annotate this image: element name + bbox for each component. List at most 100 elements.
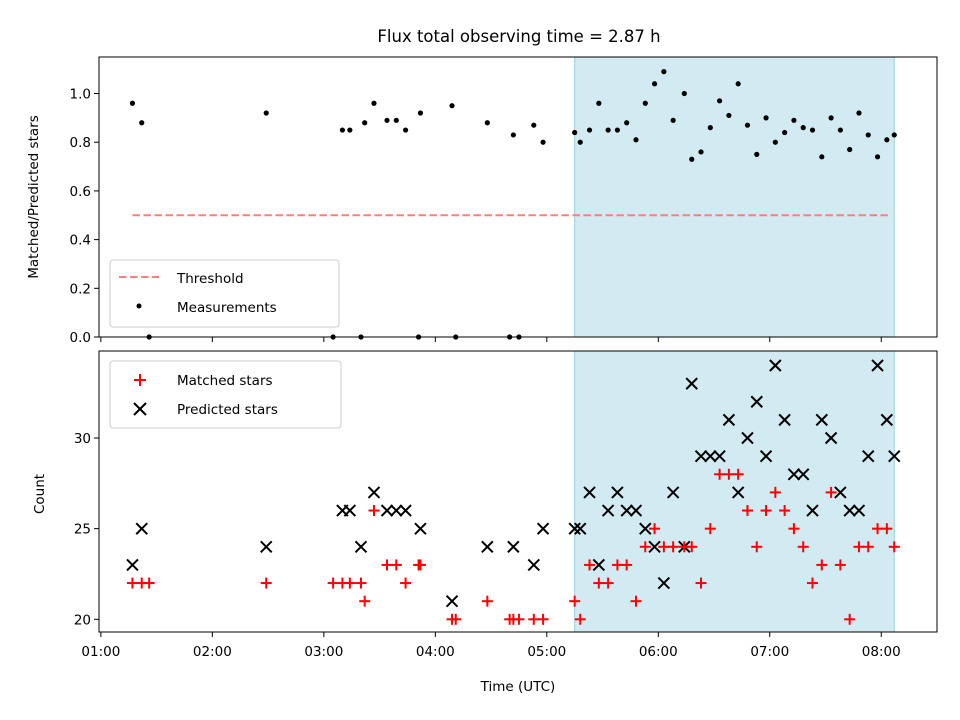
predicted-star-point: [722, 413, 736, 427]
matched-star-point: [359, 595, 371, 607]
measurement-point: [347, 127, 353, 133]
measurement-point: [605, 127, 611, 133]
measurement-point: [772, 139, 778, 145]
matched-star-point: [732, 468, 744, 480]
measurement-point: [717, 98, 723, 104]
x-tick-label: 03:00: [304, 644, 343, 660]
predicted-star-point: [871, 359, 884, 372]
chart-title: Flux total observing time = 2.87 h: [377, 27, 660, 46]
measurement-point: [791, 117, 797, 123]
measurement-point: [393, 117, 399, 123]
matched-star-point: [143, 577, 155, 589]
matched-star-point: [704, 523, 716, 535]
measurement-point: [362, 120, 368, 126]
predicted-star-point: [713, 449, 726, 463]
matched-star-point: [807, 577, 819, 589]
measurement-point: [809, 127, 816, 133]
measurement-point: [651, 81, 658, 87]
measurement-point: [417, 110, 424, 116]
measurement-point: [339, 127, 346, 133]
top-y-ticks: 0.0 0.2 0.4 0.6 0.8 1.0: [70, 87, 99, 346]
bottom-x-ticks: 01:00 02:00 03:00 04:00 05:00 06:00 07:00 08:00: [81, 632, 901, 660]
predicted-star-point: [666, 486, 680, 499]
predicted-star-point: [731, 486, 745, 499]
measurement-point: [828, 115, 834, 121]
predicted-star-point: [888, 449, 901, 463]
predicted-star-point: [657, 576, 671, 590]
matched-star-point: [344, 577, 356, 589]
measurement-point: [744, 122, 751, 128]
matched-star-point: [862, 541, 874, 553]
predicted-star-point: [611, 486, 624, 499]
x-tick-label: 08:00: [862, 644, 901, 660]
x-tick-label: 05:00: [527, 644, 566, 660]
top-axes-frame: [98, 56, 938, 338]
predicted-star-point: [639, 522, 652, 535]
measurement-point: [572, 129, 578, 136]
predicted-star-point: [414, 522, 427, 535]
x-tick-label: 02:00: [193, 644, 232, 660]
matched-star-point: [537, 613, 549, 625]
bottom-panel: 20 25 30 01:00 02:00 03:00 04:00 05:00 06:00 07:…: [32, 350, 938, 695]
top-y-axis-label: Matched/Predicted stars: [26, 115, 42, 278]
measurement-point: [689, 156, 695, 162]
measurement-point: [754, 151, 760, 157]
matched-star-point: [723, 468, 735, 480]
measurement-point: [800, 125, 806, 131]
measurement-point: [874, 154, 881, 160]
top-panel: 0.0 0.2 0.4 0.6 0.8 1.0 Matched/Predicted sta…: [26, 56, 938, 346]
measurement-point: [633, 137, 639, 143]
predicted-star-point: [399, 504, 412, 517]
top-shaded-region: [574, 56, 895, 338]
predicted-star-point: [797, 468, 810, 481]
measurement-point: [484, 120, 490, 126]
top-y-tick-label: 1.0: [70, 87, 91, 103]
predicted-star-point: [769, 359, 782, 372]
top-y-tick-label: 0.0: [70, 330, 91, 346]
matched-star-point: [797, 541, 809, 553]
measurement-point: [402, 127, 409, 133]
matched-star-point: [695, 577, 707, 589]
matched-star-point: [686, 541, 698, 553]
predicted-star-point: [852, 504, 866, 517]
predicted-star-point: [568, 522, 581, 535]
measurement-point: [735, 81, 741, 87]
predicted-star-point: [601, 504, 615, 517]
top-y-tick-label: 0.2: [70, 281, 91, 297]
matched-star-point: [888, 541, 900, 553]
top-y-tick-label: 0.4: [70, 233, 91, 249]
matched-star-point: [611, 559, 623, 571]
matched-star-point: [450, 613, 462, 625]
matched-star-point: [390, 559, 402, 571]
legend-predicted-label: Predicted stars: [177, 402, 278, 418]
predicted-star-point: [806, 504, 819, 517]
measurement-point: [642, 100, 648, 106]
matched-star-point: [414, 559, 426, 571]
matched-star-point: [714, 468, 726, 480]
measurement-point: [384, 117, 390, 123]
predicted-star-point: [834, 486, 847, 499]
predicted-star-point: [445, 594, 459, 608]
measurement-point: [263, 110, 269, 116]
measurement-point: [819, 154, 825, 160]
matched-star-point: [639, 541, 651, 553]
matched-star-point: [513, 613, 525, 625]
matched-star-point: [872, 523, 884, 535]
x-tick-label: 07:00: [750, 644, 789, 660]
matched-star-point: [779, 505, 791, 517]
matched-star-point: [816, 559, 828, 571]
predicted-star-point: [343, 504, 357, 517]
predicted-star-point: [704, 449, 717, 463]
measurement-point: [726, 112, 732, 119]
matched-star-point: [593, 577, 605, 589]
matched-star-point: [368, 505, 380, 517]
measurement-point: [371, 100, 377, 106]
legend-predicted-swatch: [133, 402, 147, 416]
matched-star-point: [569, 595, 581, 607]
measurement-point: [540, 139, 546, 145]
measurement-point: [510, 132, 516, 138]
predicted-star-point: [367, 486, 381, 499]
legend-threshold-label: Threshold: [176, 271, 244, 287]
predicted-star-point: [135, 522, 148, 535]
